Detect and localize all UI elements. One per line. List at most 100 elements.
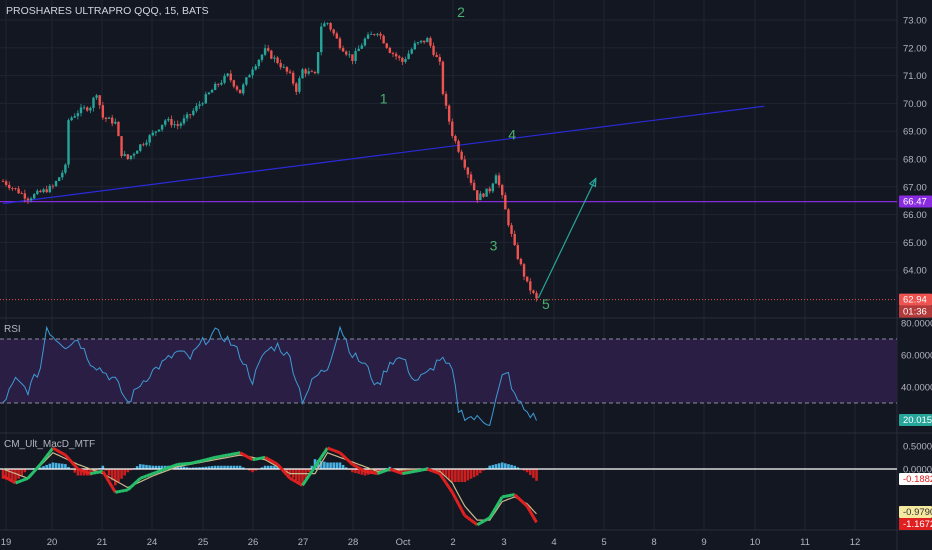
candle-body — [304, 69, 307, 74]
price-pane[interactable]: 1 2 3 4 5 — [0, 4, 897, 312]
wave-label: 1 — [380, 90, 388, 106]
candle-body — [51, 185, 55, 187]
macd-hist-bar — [73, 469, 77, 473]
macd-hist-bar — [463, 469, 467, 483]
macd-segment — [121, 489, 125, 493]
macd-hist-bar — [338, 462, 342, 469]
macd-hist-bar — [510, 464, 513, 469]
macd-segment — [86, 471, 91, 476]
candle-body — [226, 73, 229, 76]
candle-body — [54, 181, 58, 187]
candle-body — [288, 71, 292, 73]
candle-body — [245, 77, 248, 85]
macd-hist-bar — [95, 469, 98, 471]
macd-hist-bar — [126, 469, 130, 473]
rsi-title[interactable]: RSI — [4, 324, 21, 335]
macd-hist-bar — [1, 469, 5, 479]
macd-hist-bar — [528, 469, 532, 476]
macd-hist-bar — [251, 469, 254, 473]
candle-body — [151, 132, 154, 136]
macd-value-badge-bg — [899, 518, 932, 530]
macd-segment — [295, 480, 301, 485]
candle-body — [332, 29, 335, 34]
macd-hist-bar — [157, 465, 161, 469]
macd-segment — [192, 460, 197, 465]
macd-segment — [255, 457, 260, 461]
macd-segment — [429, 468, 435, 473]
macd-segment — [227, 452, 232, 457]
macd-segment — [155, 469, 160, 474]
macd-hist-bar — [447, 469, 451, 480]
candle-body — [385, 43, 388, 48]
macd-segment — [2, 474, 7, 480]
macd-title[interactable]: CM_Ult_MacD_MTF — [4, 439, 95, 450]
candle-body — [45, 189, 48, 193]
projection-arrow[interactable] — [537, 178, 597, 299]
candle-body — [357, 48, 360, 52]
macd-segment — [367, 470, 372, 474]
macd-segment — [124, 488, 129, 492]
candle-body — [207, 92, 211, 95]
macd-segment — [18, 479, 23, 484]
macd-segment — [386, 467, 391, 472]
macd-hist-bar — [441, 469, 445, 475]
macd-segment — [52, 446, 57, 452]
macd-hist-bar — [210, 466, 214, 469]
macd-segment — [473, 521, 479, 527]
macd-segment — [523, 502, 529, 508]
candles — [1, 21, 538, 302]
macd-hist-bar — [450, 469, 454, 483]
macd-axis[interactable]: 0.5000 0.0000 — [903, 441, 932, 475]
trendline[interactable] — [2, 105, 765, 205]
candle-body — [310, 71, 314, 73]
time-tick: 4 — [551, 537, 556, 548]
macd-signal-line — [2, 451, 537, 521]
macd-hist-bar — [500, 462, 504, 469]
macd-segment — [36, 463, 42, 469]
candle-body — [160, 124, 164, 130]
candle-body — [64, 164, 67, 173]
macd-signal-badge: -0.1882 — [903, 474, 932, 485]
macd-hist-bar — [376, 469, 379, 473]
macd-hist-bar — [307, 469, 311, 473]
macd-segment — [218, 454, 222, 459]
macd-segment — [24, 476, 29, 481]
candle-body — [4, 181, 8, 185]
candle-body — [488, 188, 491, 192]
support-line[interactable] — [0, 201, 897, 203]
macd-segment — [208, 456, 213, 461]
macd-hist-bar — [294, 469, 298, 481]
macd-hist-bar — [42, 466, 45, 469]
macd-segment — [139, 475, 144, 480]
macd-segment — [408, 470, 412, 474]
macd-hist-bar — [135, 466, 139, 469]
candle-body — [111, 117, 114, 124]
macd-segment — [457, 503, 463, 511]
candle-body — [391, 52, 395, 54]
rsi-axis[interactable]: 80.0000 60.0000 40.0000 — [901, 319, 932, 394]
macd-hist-bar — [344, 467, 348, 469]
projection-arrow-head[interactable] — [588, 177, 597, 188]
macd-segment — [426, 467, 431, 472]
macd-hist-bar — [213, 465, 217, 469]
candle-body — [460, 151, 463, 160]
price-axis[interactable]: 73.00 72.00 71.00 70.00 69.00 68.00 67.00 66.00… — [903, 16, 927, 277]
candle-body — [123, 154, 126, 156]
candle-body — [267, 48, 270, 51]
macd-segment — [316, 456, 323, 463]
macd-segment — [224, 453, 228, 458]
macd-hist-bar — [488, 465, 492, 469]
macd-pane[interactable]: CM_Ult_MacD_MTF — [0, 439, 897, 527]
macd-hist-bar — [276, 465, 279, 469]
rsi-band — [0, 339, 897, 403]
candle-body — [185, 114, 189, 119]
candle-body — [33, 194, 36, 199]
candle-body — [257, 59, 261, 66]
macd-segment — [261, 455, 266, 460]
macd-hist-bar — [497, 463, 501, 469]
candle-body — [476, 190, 479, 201]
macd-hist-bar — [57, 463, 61, 469]
time-axis[interactable]: 19 20 21 24 25 26 27 28 Oct 2 3 4 5 8 9 10 11 12 — [1, 537, 861, 548]
rsi-pane[interactable]: RSI — [0, 324, 897, 426]
